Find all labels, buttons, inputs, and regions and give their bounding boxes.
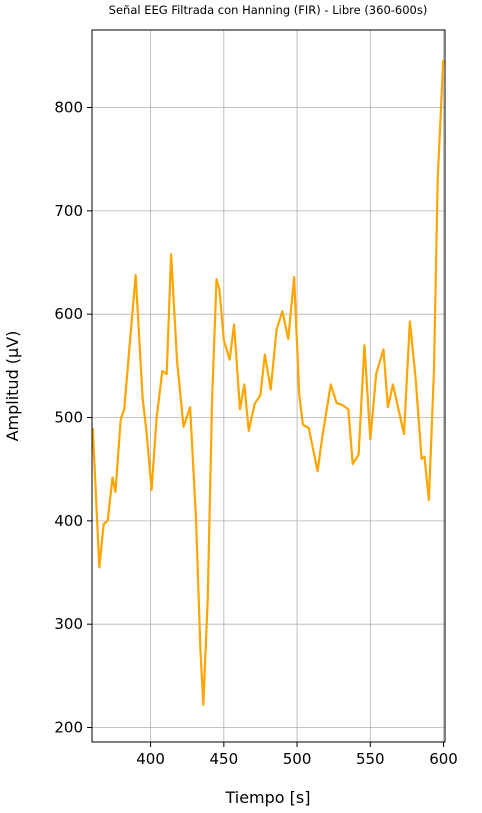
- y-tick-label: 300: [54, 615, 83, 633]
- y-tick-label: 200: [54, 719, 83, 737]
- x-tick-label: 450: [210, 750, 239, 768]
- x-tick-label: 600: [429, 750, 458, 768]
- y-tick-label: 400: [54, 512, 83, 530]
- y-tick-label: 500: [54, 409, 83, 427]
- y-axis-label: Amplitud (µV): [3, 331, 22, 442]
- chart-title: Señal EEG Filtrada con Hanning (FIR) - L…: [109, 3, 428, 17]
- y-tick-label: 700: [54, 202, 83, 220]
- data-line: [92, 59, 445, 706]
- y-tick-label: 600: [54, 305, 83, 323]
- x-tick-label: 550: [356, 750, 385, 768]
- x-tick-label: 500: [283, 750, 312, 768]
- y-tick-label: 800: [54, 99, 83, 117]
- x-axis-label: Tiempo [s]: [224, 788, 310, 807]
- x-tick-label: 400: [136, 750, 165, 768]
- plot-frame: [91, 29, 446, 743]
